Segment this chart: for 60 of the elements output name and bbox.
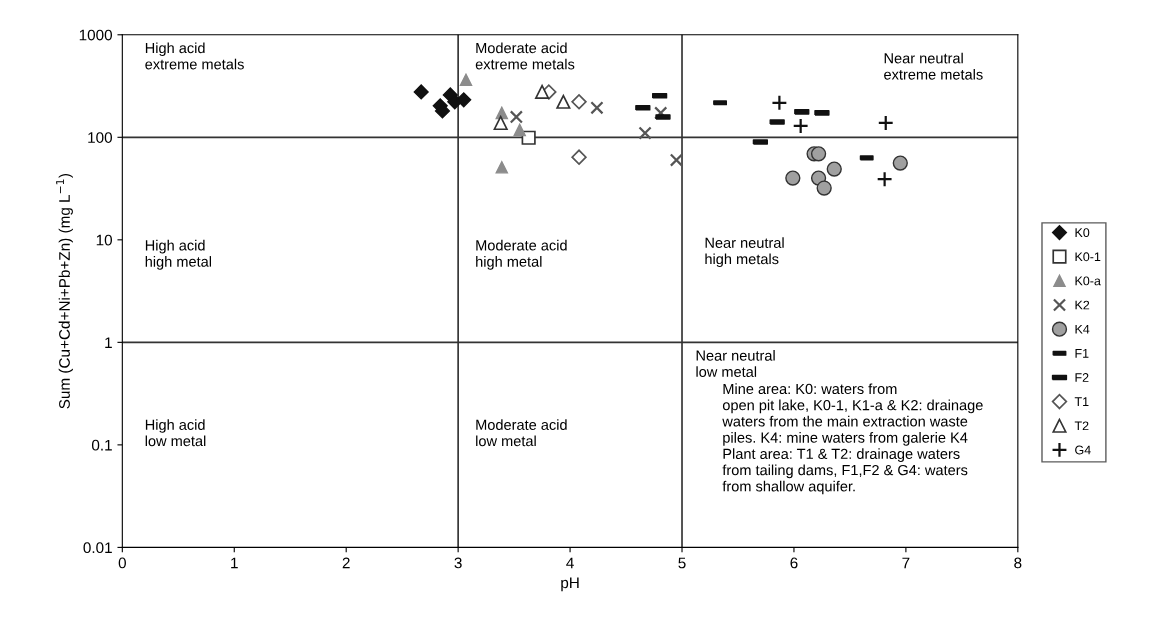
y-tick-label: 0.01: [83, 542, 112, 554]
point: [493, 115, 508, 131]
point: [638, 126, 652, 140]
x-tick-label: 3: [454, 557, 462, 569]
legend-label: K0-1: [1075, 252, 1101, 262]
point: [877, 114, 894, 132]
legend-label: T2: [1074, 421, 1089, 431]
point: [816, 180, 832, 196]
legend-label: F2: [1075, 373, 1089, 382]
annotation: Near neutral low metal: [696, 350, 775, 377]
annotation: High acid high metal: [145, 239, 212, 270]
point: [571, 94, 587, 110]
annotation: Moderate acid extreme metals: [475, 42, 575, 70]
point: [413, 84, 429, 100]
point: [771, 94, 788, 111]
annotation: High acid low metal: [145, 419, 206, 447]
legend-label: K0-a: [1075, 276, 1101, 286]
legend-label: K0: [1075, 228, 1090, 238]
x-tick-label: 1: [231, 557, 238, 569]
x-tick-label: 7: [902, 557, 910, 569]
point: [456, 92, 472, 108]
y-tick-label: 1: [105, 337, 112, 348]
point: [495, 161, 509, 174]
y-tick-label: 0.1: [91, 439, 112, 451]
annotation: Near neutral high metals: [705, 237, 784, 268]
y-tick-label: 10: [96, 234, 113, 246]
point: [785, 170, 801, 186]
x-tick-label: 6: [790, 557, 798, 569]
annotation: Mine area: K0: waters from open pit lake, K0-1, K1-a & K2: drainage waters from the main extraction waste piles. K4: mine waters from galerie K4 Plant area: T1 & T2: drainage waters from tailing dams, F1,F2 & G4: waters from shallow aquifer.: [722, 383, 983, 495]
legend-label: F1: [1075, 349, 1089, 358]
legend-label: K4: [1075, 324, 1090, 334]
point: [826, 161, 842, 177]
point: [571, 149, 587, 165]
annotation: Moderate acid low metal: [476, 419, 567, 447]
x-tick-label: 0: [118, 557, 126, 569]
legend-label: K2: [1075, 300, 1090, 310]
point: [535, 84, 550, 100]
point: [459, 73, 473, 87]
x-tick-label: 8: [1014, 557, 1022, 569]
point: [876, 171, 893, 188]
point: [810, 146, 827, 162]
point: [892, 155, 908, 171]
point: [556, 94, 571, 109]
legend-label: G4: [1075, 445, 1091, 455]
y-axis-title: Sum (Cu+Cd+Ni+Pb+Zn) (mg L$^{−1}$): [56, 173, 73, 409]
point: [513, 123, 526, 137]
x-axis-title: pH: [561, 577, 579, 592]
x-tick-label: 4: [566, 557, 574, 569]
legend-label: T1: [1074, 397, 1089, 406]
y-tick-label: 1000: [79, 29, 113, 41]
y-tick-label: 100: [88, 132, 113, 143]
x-tick-label: 5: [678, 557, 686, 569]
annotation: High acid extreme metals: [145, 42, 244, 70]
point: [590, 101, 604, 115]
point: [792, 117, 809, 135]
x-tick-label: 2: [342, 557, 350, 569]
annotation: Near neutral extreme metals: [884, 52, 983, 80]
annotation: Moderate acid high metal: [476, 239, 567, 270]
point: [521, 130, 536, 145]
point: [509, 110, 524, 124]
